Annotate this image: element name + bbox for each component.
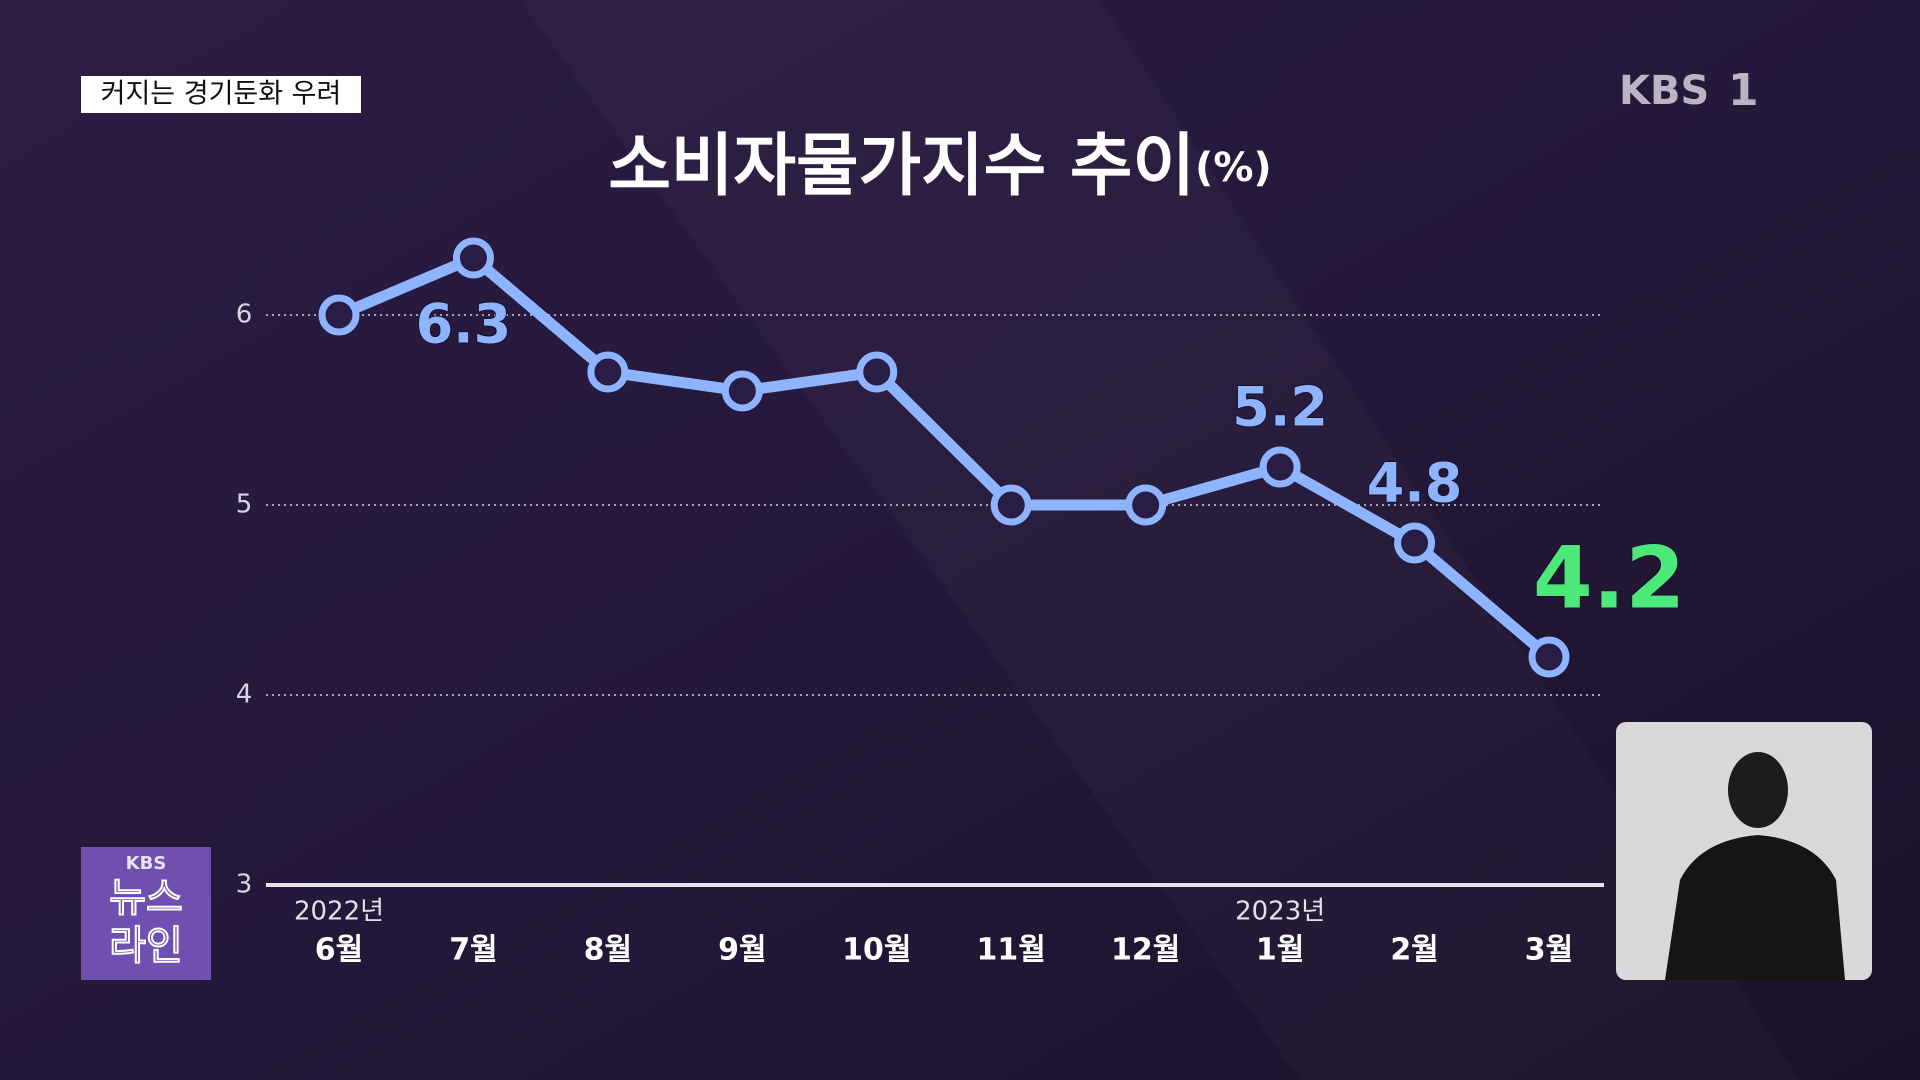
y-tick-label: 5	[236, 490, 253, 520]
x-year-label: 2023년	[1235, 897, 1325, 927]
data-point	[1125, 484, 1167, 526]
x-tick-label: 11월	[977, 933, 1046, 968]
x-tick-label: 1월	[1256, 933, 1304, 968]
plot: 3 4 5 6 6월 2022년 7월 8월 9월 10월 11월 12월 1월 2023년 2월 3월 6.3…	[236, 237, 1686, 968]
data-line	[336, 252, 1553, 662]
program-logo-line2: 라인	[109, 923, 183, 969]
y-tick-label: 4	[236, 680, 253, 710]
x-tick-label: 3월	[1525, 933, 1573, 968]
data-point	[318, 294, 360, 336]
chart-title: 소비자물가지수 추이	[608, 127, 1195, 206]
x-tick-label: 9월	[718, 933, 766, 968]
data-label: 5.2	[1232, 376, 1328, 439]
x-tick-label: 6월	[315, 933, 363, 968]
sign-language-window	[1616, 722, 1872, 980]
channel-logo: KBS	[1619, 68, 1709, 114]
y-tick-label: 6	[236, 300, 253, 330]
program-logo-brand: KBS	[126, 853, 167, 874]
data-label: 4.2	[1533, 528, 1685, 628]
tag-box	[81, 76, 361, 113]
x-year-label: 2022년	[294, 897, 384, 927]
data-point	[1259, 446, 1301, 488]
data-point	[1394, 522, 1436, 564]
chart-title-unit: (%)	[1195, 145, 1272, 191]
chart-title-group: 소비자물가지수 추이(%)	[608, 127, 1271, 206]
y-tick-label: 3	[236, 870, 253, 900]
x-tick-label: 8월	[584, 933, 632, 968]
data-point	[990, 484, 1032, 526]
program-logo-line1: 뉴스	[109, 875, 183, 921]
data-point	[856, 351, 898, 393]
x-tick-label: 2월	[1390, 933, 1438, 968]
program-logo-box	[81, 847, 211, 980]
x-tick-label: 10월	[842, 933, 911, 968]
data-point	[587, 351, 629, 393]
data-point	[1528, 636, 1570, 678]
data-label: 4.8	[1367, 452, 1463, 515]
data-point	[452, 237, 494, 279]
data-label: 6.3	[416, 293, 512, 356]
x-tick-label: 12월	[1111, 933, 1180, 968]
channel-number: 1	[1728, 65, 1759, 116]
data-point	[721, 370, 763, 412]
interpreter-body	[1665, 835, 1845, 980]
x-tick-label: 7월	[449, 933, 497, 968]
interpreter-head	[1728, 752, 1788, 828]
tag: 커지는 경기둔화 우려	[101, 79, 342, 110]
